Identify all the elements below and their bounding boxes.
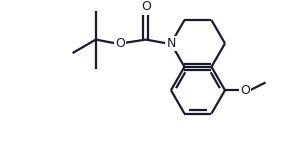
- Text: O: O: [115, 37, 125, 50]
- Text: N: N: [166, 37, 176, 50]
- Text: O: O: [141, 0, 151, 13]
- Text: O: O: [240, 84, 250, 97]
